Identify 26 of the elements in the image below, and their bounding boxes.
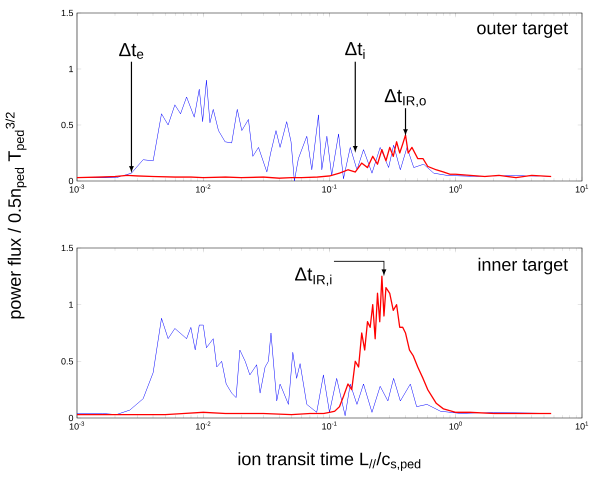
y-axis-title: power flux / 0.5n$_{ped}$ T$_{ped}$3/2: [5, 112, 27, 318]
x-tick-label: 10$^{-3}$: [70, 184, 84, 193]
x-tick-label: 10$^{-2}$: [196, 184, 210, 193]
x-tick-label: 10$^{1}$: [576, 422, 588, 430]
annotation: Δt$_{IR,i}$: [295, 268, 332, 286]
x-tick-label: 10$^{1}$: [576, 184, 588, 193]
x-tick-label: 10$^{-3}$: [70, 422, 84, 430]
y-tick-label: 0.5: [61, 122, 74, 128]
y-tick-label: 1.5: [62, 10, 74, 16]
x-tick-label: 10$^{-2}$: [196, 422, 210, 430]
x-tick-label: 10$^{-1}$: [322, 184, 337, 193]
annotation: Δt$_{e}$: [119, 43, 144, 59]
y-tick-label: 1: [69, 66, 74, 72]
y-tick-label: 1: [69, 302, 74, 308]
annotation: Δt$_{IR,o}$: [384, 89, 426, 107]
y-tick-label: 0: [68, 414, 74, 422]
annotation: Δt$_{i}$: [345, 42, 365, 59]
annotation: outer target: [477, 22, 568, 38]
y-tick-label: 1.5: [62, 244, 74, 252]
annotation: inner target: [478, 258, 568, 274]
y-tick-label: 0: [68, 178, 74, 184]
x-tick-label: 10$^{0}$: [450, 184, 462, 193]
y-tick-label: 0.5: [61, 358, 74, 365]
x-axis-title: ion transit time L$_{//}$/c$_{s,ped}$: [238, 452, 420, 471]
x-tick-label: 10$^{0}$: [450, 422, 462, 430]
x-tick-label: 10$^{-1}$: [322, 422, 337, 430]
